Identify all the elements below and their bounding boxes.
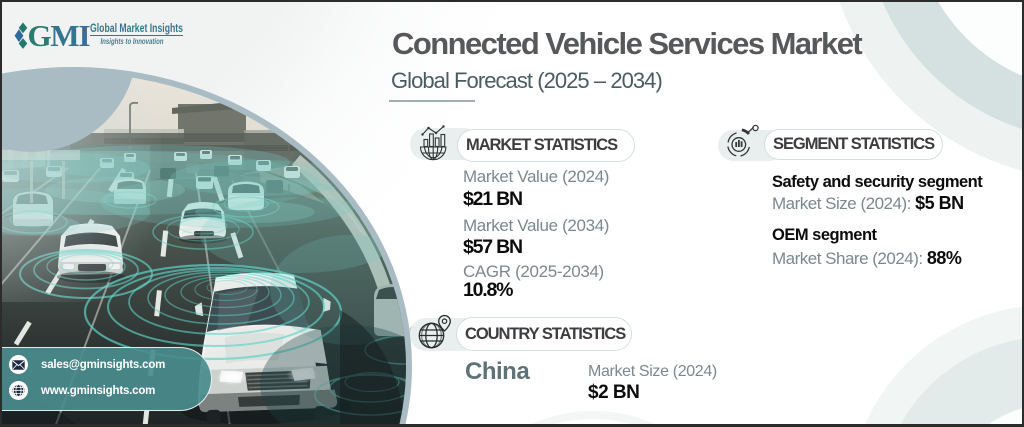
svg-text:Global Market Insights: Global Market Insights [90, 23, 183, 35]
svg-text:Insights to Innovation: Insights to Innovation [101, 36, 164, 46]
svg-text:GMI: GMI [28, 18, 91, 53]
